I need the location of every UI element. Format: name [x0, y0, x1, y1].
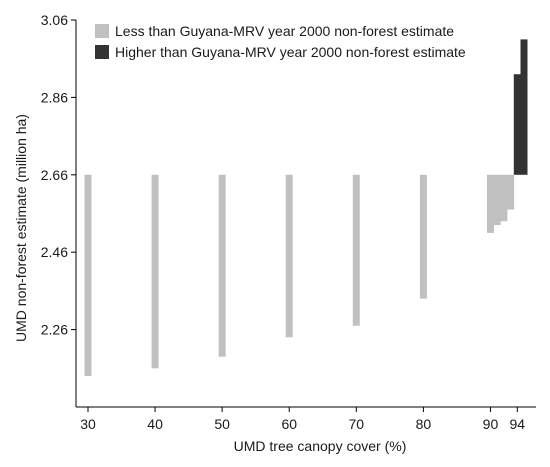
- bar-less-30: [84, 174, 92, 376]
- bar-less-93: [507, 174, 515, 210]
- x-axis-title: UMD tree canopy cover (%): [234, 438, 407, 454]
- x-tick-label: 30: [80, 416, 96, 432]
- plot-area: 2.26 2.46 2.66 2.86 3.06 30 40 50 60 70 80 90 94: [41, 12, 536, 432]
- x-tick-label: 50: [214, 416, 230, 432]
- x-tick-label: 60: [281, 416, 297, 432]
- x-ticks: 30 40 50 60 70 80 90 94: [80, 407, 525, 432]
- bar-less-70: [352, 174, 360, 326]
- x-tick-label: 70: [349, 416, 365, 432]
- x-tick-label: 40: [147, 416, 163, 432]
- y-tick-label: 2.46: [41, 244, 68, 260]
- y-tick-label: 2.86: [41, 89, 68, 105]
- bar-less-91: [493, 174, 501, 226]
- bars: [84, 39, 528, 376]
- bar-higher-94: [513, 74, 521, 175]
- y-tick-label: 2.66: [41, 167, 68, 183]
- legend-label-less: Less than Guyana-MRV year 2000 non-fores…: [115, 23, 454, 39]
- bar-less-92: [500, 174, 508, 222]
- x-tick-label: 94: [510, 416, 526, 432]
- bar-less-40: [151, 174, 159, 369]
- x-tick-label: 80: [416, 416, 432, 432]
- bar-less-60: [285, 174, 293, 338]
- bar-less-50: [218, 174, 226, 357]
- y-tick-label: 2.26: [41, 322, 68, 338]
- y-ticks: 2.26 2.46 2.66 2.86 3.06: [41, 12, 76, 338]
- legend: Less than Guyana-MRV year 2000 non-fores…: [95, 23, 466, 60]
- legend-swatch-less: [95, 24, 109, 38]
- bar-less-80: [419, 174, 427, 299]
- y-axis-title: UMD non-forest estimate (million ha): [13, 114, 29, 342]
- bar-less-90: [487, 174, 494, 233]
- legend-label-higher: Higher than Guyana-MRV year 2000 non-for…: [115, 44, 466, 60]
- y-tick-label: 3.06: [41, 12, 68, 28]
- legend-swatch-higher: [95, 45, 109, 59]
- bar-higher-95: [520, 39, 528, 175]
- x-tick-label: 90: [483, 416, 499, 432]
